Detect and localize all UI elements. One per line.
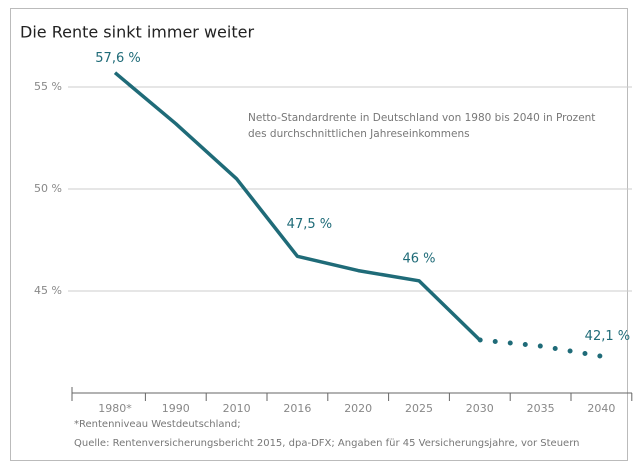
footnote: Quelle: Rentenversicherungsbericht 2015,… bbox=[74, 438, 579, 449]
y-tick-label: 50 % bbox=[34, 182, 62, 195]
y-tick-label: 45 % bbox=[34, 284, 62, 297]
x-tick-label: 2020 bbox=[344, 402, 372, 415]
chart-title: Die Rente sinkt immer weiter bbox=[20, 23, 254, 42]
annotation: 47,5 % bbox=[287, 217, 332, 232]
subtitle: des durchschnittlichen Jahreseinkommens bbox=[248, 128, 470, 140]
x-tick-label: 2016 bbox=[283, 402, 311, 415]
frame bbox=[10, 8, 628, 461]
data-line bbox=[113, 71, 482, 342]
x-tick-label: 2030 bbox=[466, 402, 494, 415]
annotation: 57,6 % bbox=[95, 51, 140, 66]
annotation: 42,1 % bbox=[585, 329, 630, 344]
y-tick-label: 55 % bbox=[34, 80, 62, 93]
subtitle: Netto-Standardrente in Deutschland von 1… bbox=[248, 112, 595, 124]
x-tick-label: 2010 bbox=[223, 402, 251, 415]
x-tick-label: 1990 bbox=[162, 402, 190, 415]
x-tick-label: 1980* bbox=[98, 402, 132, 415]
annotation: 46 % bbox=[402, 251, 435, 266]
x-tick-label: 2040 bbox=[587, 402, 615, 415]
x-tick-label: 2025 bbox=[405, 402, 433, 415]
forecast-line bbox=[477, 337, 604, 359]
footnote: *Rentenniveau Westdeutschland; bbox=[74, 419, 241, 430]
x-tick-label: 2035 bbox=[527, 402, 555, 415]
